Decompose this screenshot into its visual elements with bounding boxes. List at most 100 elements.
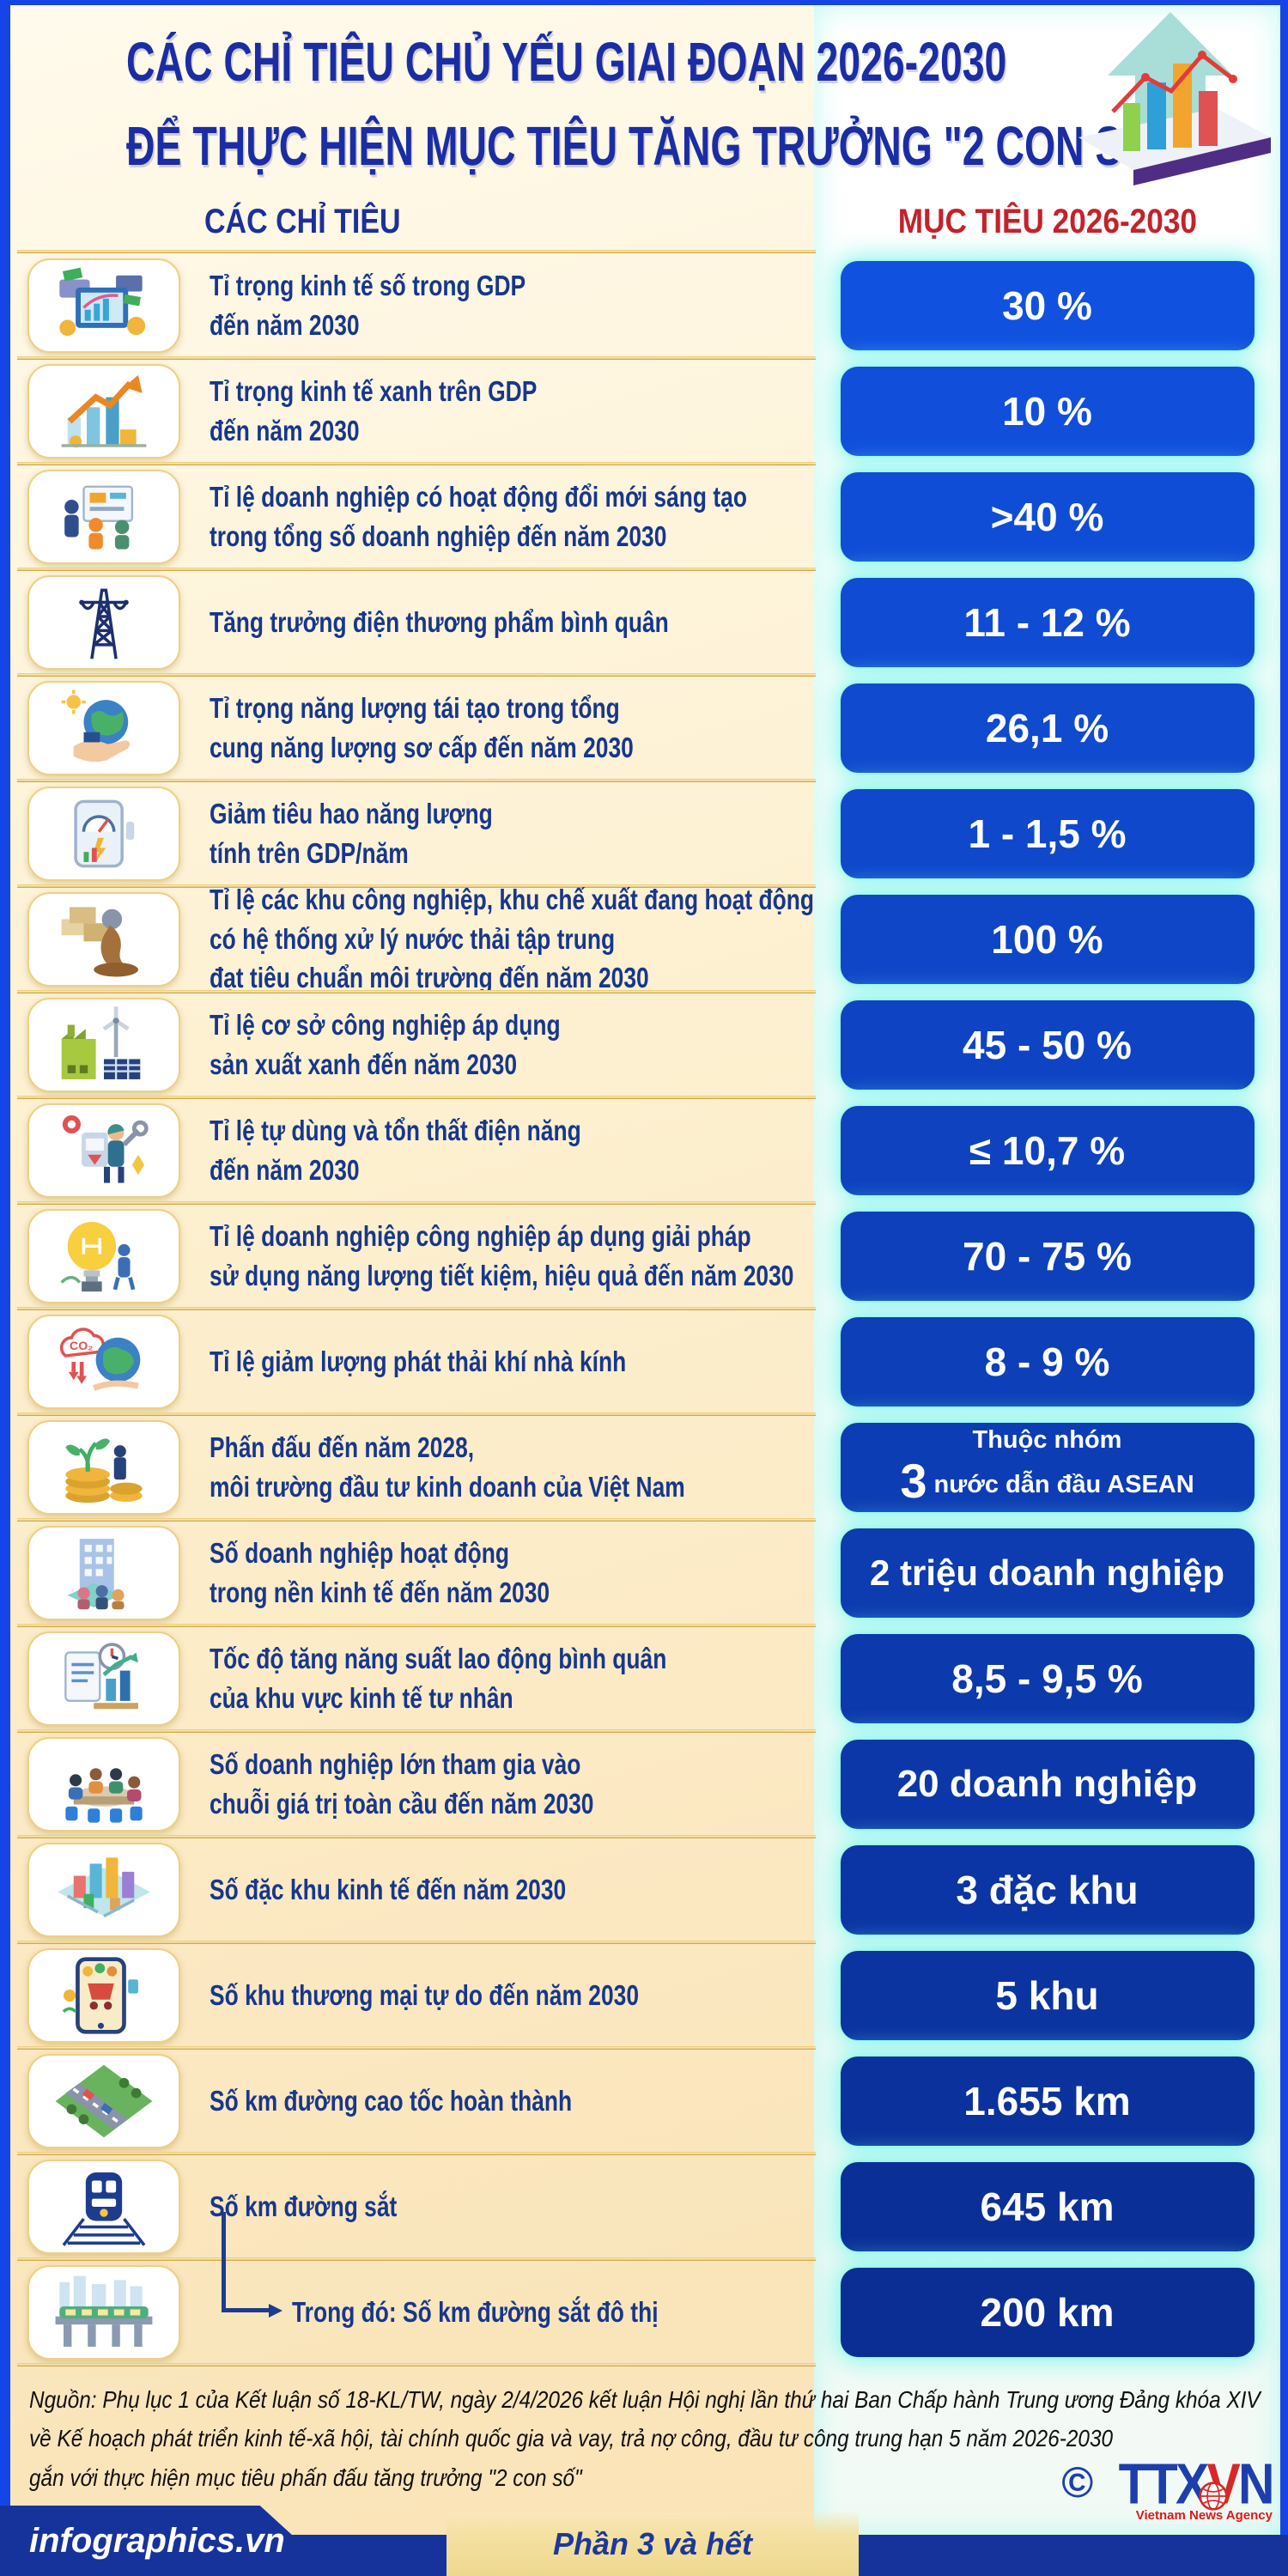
target-value-line2: 3 nước dẫn đầu ASEAN	[900, 1454, 1194, 1509]
table-row: Tỉ lệ doanh nghiệp công nghiệp áp dụng g…	[10, 1203, 1280, 1310]
target-value-cell: 8 - 9 %	[814, 1309, 1280, 1414]
target-value-box: 1 - 1,5 %	[840, 788, 1255, 878]
table-row: Giảm tiêu hao năng lượng tính trên GDP/nă…	[10, 781, 1280, 888]
target-value-box: 11 - 12 %	[840, 577, 1255, 667]
target-value-cell: 1.655 km	[814, 2048, 1280, 2154]
target-value-box: 2 triệu doanh nghiệp	[840, 1528, 1255, 1618]
target-value-box: 30 %	[840, 260, 1255, 350]
target-value-cell: 2 triệu doanh nghiệp	[814, 1520, 1280, 1625]
target-value-box: Thuộc nhóm 3 nước dẫn đầu ASEAN	[840, 1422, 1255, 1512]
target-value-box: 100 %	[840, 894, 1255, 984]
table-row: Tỉ trọng kinh tế số trong GDP đến năm 203…	[10, 250, 1280, 360]
indicator-label: Tỉ lệ tự dùng và tổn thất điện năng đến n…	[210, 1111, 814, 1189]
indicator-label: Số doanh nghiệp lớn tham gia vào chuỗi gi…	[210, 1745, 814, 1823]
target-value-cell: 3 đặc khu	[814, 1837, 1280, 1942]
indicator-label: Phấn đấu đến năm 2028, môi trường đầu tư …	[210, 1428, 814, 1506]
indicator-label-line: Tốc độ tăng năng suất lao động bình quân	[210, 1642, 667, 1674]
target-value-cell: Thuộc nhóm 3 nước dẫn đầu ASEAN	[814, 1414, 1280, 1520]
innovation-team-icon	[27, 469, 180, 564]
highway-icon	[27, 2053, 180, 2148]
target-value-box: 8 - 9 %	[840, 1316, 1255, 1406]
target-value-cell: 10 %	[814, 358, 1280, 464]
railway-train-icon	[27, 2159, 180, 2254]
indicator-label-line: Tỉ lệ cơ sở công nghiệp áp dụng	[210, 1008, 561, 1041]
indicator-label-line: Số khu thương mại tự do đến năm 2030	[210, 1978, 640, 2011]
logo-letter: N	[1238, 2451, 1275, 2517]
source-note: Nguồn: Phụ lục 1 của Kết luận số 18-KL/T…	[29, 2380, 1274, 2497]
indicator-label-line: Tăng trưởng điện thương phẩm bình quân	[210, 605, 669, 638]
target-value: 200 km	[980, 2289, 1115, 2335]
indicator-label-line: Tỉ lệ doanh nghiệp công nghiệp áp dụng g…	[210, 1219, 751, 1252]
frame-border-left	[0, 0, 10, 2576]
indicator-label: Tăng trưởng điện thương phẩm bình quân	[210, 603, 814, 642]
table-row: Số doanh nghiệp lớn tham gia vào chuỗi gi…	[10, 1731, 1280, 1838]
indicator-label: Tốc độ tăng năng suất lao động bình quân…	[210, 1639, 814, 1717]
table-row: Số km đường cao tốc hoàn thành 1.655 km	[10, 2048, 1280, 2155]
table-row: Số km đường sắt 645 km	[10, 2154, 1280, 2261]
target-value: 11 - 12 %	[963, 599, 1131, 645]
indicator-label-line: Số doanh nghiệp hoạt động	[210, 1536, 510, 1569]
table-row: Tăng trưởng điện thương phẩm bình quân 11…	[10, 569, 1280, 677]
indicator-label-line: đến năm 2030	[210, 308, 360, 341]
target-value-box: 45 - 50 %	[840, 999, 1255, 1090]
target-value-cell: 100 %	[814, 886, 1280, 992]
indicator-label-line: Trong đó: Số km đường sắt đô thị	[292, 2295, 659, 2328]
target-value-cell: 45 - 50 %	[814, 992, 1280, 1097]
page-title-line2: ĐỂ THỰC HIỆN MỤC TIÊU TĂNG TRƯỞNG "2 CON…	[126, 115, 1172, 178]
growth-arrow-chart-icon	[1063, 7, 1278, 200]
target-value-box: 70 - 75 %	[840, 1211, 1255, 1301]
target-value-cell: ≤ 10,7 %	[814, 1097, 1280, 1203]
target-value-cell: 30 %	[814, 252, 1280, 358]
indicator-label-line: Tỉ trọng kinh tế xanh trên GDP	[210, 374, 538, 407]
target-value: 1.655 km	[963, 2078, 1131, 2123]
elbow-arrow-icon	[222, 2212, 283, 2318]
target-value-box: 645 km	[840, 2161, 1255, 2251]
indicator-label: Tỉ trọng kinh tế số trong GDP đến năm 203…	[210, 266, 814, 344]
table-row: Tỉ trọng kinh tế xanh trên GDP đến năm 20…	[10, 358, 1280, 465]
table-row: Tỉ lệ cơ sở công nghiệp áp dụng sản xuất …	[10, 992, 1280, 1099]
growth-chart-arrow-icon	[27, 363, 180, 459]
svg-text:CO₂: CO₂	[70, 1338, 93, 1352]
target-value: 20 doanh nghiệp	[896, 1762, 1198, 1805]
brand-label: infographics.vn	[29, 2521, 285, 2560]
indicator-label: Số đặc khu kinh tế đến năm 2030	[210, 1870, 814, 1910]
indicator-label-line: đạt tiêu chuẩn môi trường đến năm 2030	[210, 962, 649, 994]
indicator-label-line: tính trên GDP/năm	[210, 836, 409, 869]
part-label: Phần 3 và hết	[552, 2526, 753, 2561]
indicator-label-line: của khu vực kinh tế tư nhân	[210, 1681, 513, 1714]
table-row: Tỉ lệ doanh nghiệp có hoạt động đổi mới …	[10, 464, 1280, 571]
indicator-label-line: Phấn đấu đến năm 2028,	[210, 1431, 475, 1463]
table-row: Trong đó: Số km đường sắt đô thị 200 km	[10, 2212, 1280, 2366]
target-value: 8,5 - 9,5 %	[951, 1656, 1143, 1701]
target-value-box: ≤ 10,7 %	[840, 1105, 1255, 1195]
indicator-label: Tỉ trọng năng lượng tái tạo trong tổng cu…	[210, 689, 814, 767]
target-value: 2 triệu doanh nghiệp	[869, 1552, 1224, 1593]
power-transmission-tower-icon	[27, 574, 180, 670]
energy-saving-bulb-icon	[27, 1208, 180, 1303]
indicator-label-line: Số đặc khu kinh tế đến năm 2030	[210, 1873, 567, 1905]
indicator-table: Tỉ trọng kinh tế số trong GDP đến năm 203…	[10, 250, 1280, 2366]
industrial-wastewater-icon	[27, 891, 180, 987]
indicator-label-line: đến năm 2030	[210, 1153, 360, 1186]
indicator-label-line: Tỉ trọng năng lượng tái tạo trong tổng	[210, 691, 620, 724]
ttxvn-logo: TTXVN Vietnam News Agency	[1105, 2455, 1275, 2523]
table-row: Số đặc khu kinh tế đến năm 2030 3 đặc khu	[10, 1837, 1280, 1944]
table-row: Số doanh nghiệp hoạt động trong nền kinh …	[10, 1520, 1280, 1627]
target-value-cell: 1 - 1,5 %	[814, 781, 1280, 886]
table-row: Số khu thương mại tự do đến năm 2030 5 kh…	[10, 1942, 1280, 2050]
table-row: Phấn đấu đến năm 2028, môi trường đầu tư …	[10, 1414, 1280, 1522]
indicator-label: Tỉ lệ doanh nghiệp công nghiệp áp dụng g…	[210, 1217, 814, 1295]
news-agency-logo: © TTXVN Vietnam News Agency	[1061, 2455, 1275, 2523]
target-value-cell: 70 - 75 %	[814, 1203, 1280, 1309]
source-line: gắn với thực hiện mục tiêu phấn đấu tăng…	[29, 2464, 582, 2491]
column-header-indicators: CÁC CHỈ TIÊU	[204, 203, 401, 240]
digital-economy-dashboard-icon	[27, 258, 180, 353]
target-value: 70 - 75 %	[963, 1233, 1132, 1279]
target-value-line1: Thuộc nhóm	[972, 1426, 1122, 1455]
indicator-label: Tỉ lệ cơ sở công nghiệp áp dụng sản xuất …	[210, 1005, 814, 1084]
table-row: Tỉ lệ tự dùng và tổn thất điện năng đến n…	[10, 1097, 1280, 1205]
logo-letter: T	[1147, 2451, 1178, 2517]
target-value-box: 200 km	[840, 2267, 1255, 2357]
target-value-cell: 8,5 - 9,5 %	[814, 1625, 1280, 1731]
source-line: về Kế hoạch phát triển kinh tế-xã hội, t…	[29, 2425, 1114, 2452]
